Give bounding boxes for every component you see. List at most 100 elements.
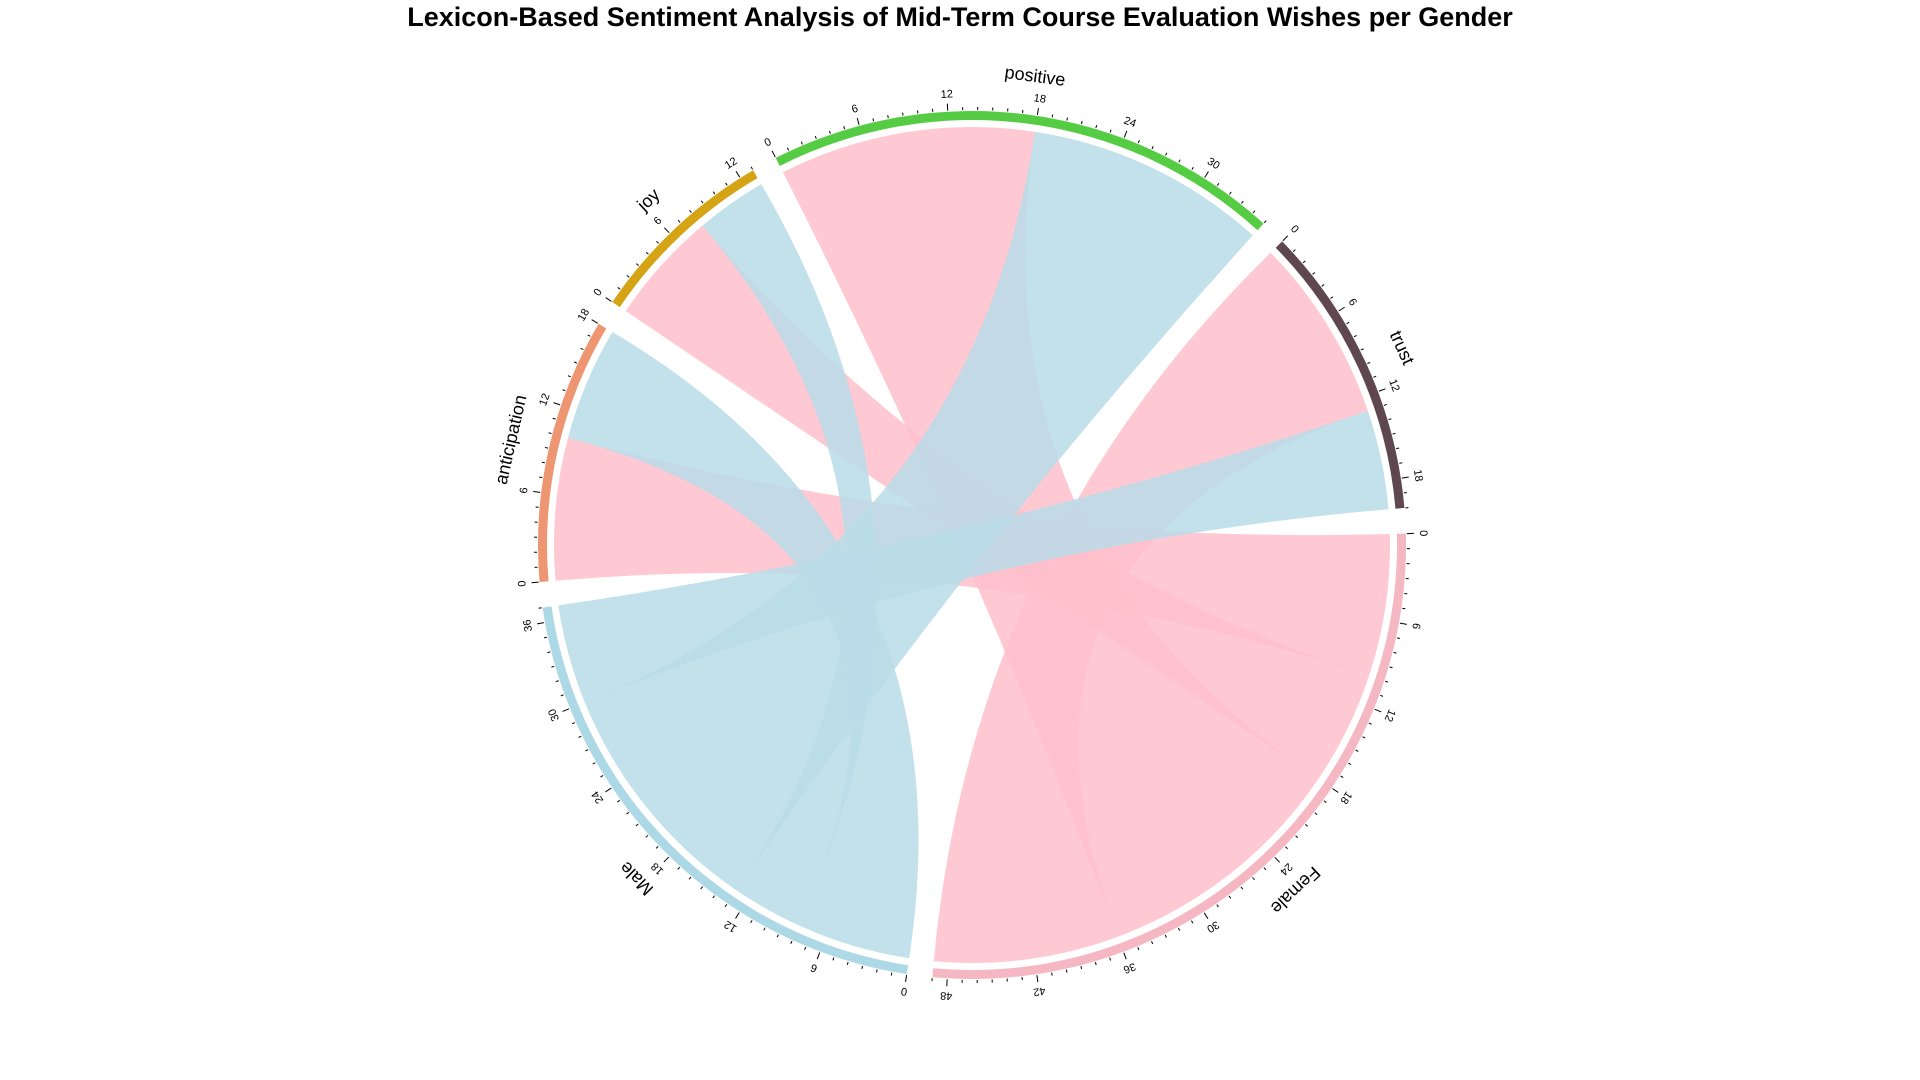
tick-male-4 — [846, 961, 849, 966]
tick-female-42 — [1036, 975, 1039, 983]
tick-male-8 — [790, 940, 793, 944]
tick-male-12 — [735, 912, 740, 919]
tick-female-34 — [1151, 941, 1154, 945]
sector-label-positive: positive — [1003, 62, 1066, 90]
tick-label-female-18: 18 — [1337, 789, 1354, 806]
tick-anticipation-10 — [548, 432, 552, 435]
tick-label-male-36: 36 — [521, 618, 535, 632]
tick-label-female-24: 24 — [1277, 860, 1294, 877]
tick-joy-9 — [700, 200, 704, 204]
tick-trust-16 — [1396, 447, 1400, 450]
tick-label-positive-6: 6 — [850, 103, 859, 116]
tick-trust-4 — [1321, 284, 1325, 287]
tick-label-male-6: 6 — [809, 961, 819, 974]
tick-trust-17 — [1399, 462, 1403, 464]
tick-positive-20 — [1066, 117, 1069, 121]
sector-label-trust: trust — [1386, 328, 1419, 368]
tick-male-20 — [645, 834, 649, 838]
tick-male-1 — [890, 972, 893, 976]
tick-female-15 — [1355, 749, 1359, 752]
tick-anticipation-11 — [552, 417, 556, 420]
tick-positive-18 — [1036, 107, 1039, 116]
tick-positive-23 — [1109, 129, 1112, 133]
tick-label-joy-0: 0 — [592, 287, 605, 299]
sector-bar-joy — [612, 170, 758, 308]
tick-joy-10 — [712, 191, 716, 195]
tick-female-18 — [1332, 788, 1339, 793]
tick-female-38 — [1094, 962, 1097, 966]
tick-male-0 — [905, 974, 908, 983]
tick-joy-5 — [656, 240, 659, 244]
tick-positive-31 — [1216, 182, 1220, 186]
tick-label-male-12: 12 — [722, 918, 739, 935]
tick-female-10 — [1384, 680, 1389, 683]
tick-anticipation-8 — [541, 461, 545, 464]
tick-male-11 — [750, 920, 753, 924]
tick-anticipation-18 — [591, 319, 598, 324]
tick-positive-26 — [1151, 146, 1154, 150]
tick-joy-11 — [725, 182, 728, 186]
tick-anticipation-0 — [531, 581, 539, 584]
tick-label-trust-6: 6 — [1346, 297, 1359, 309]
tick-joy-2 — [626, 275, 630, 278]
tick-label-male-24: 24 — [589, 789, 606, 806]
tick-male-13 — [724, 904, 728, 908]
tick-label-anticipation-18: 18 — [576, 307, 593, 324]
tick-label-trust-18: 18 — [1411, 469, 1425, 483]
tick-male-16 — [688, 876, 692, 880]
tick-female-21 — [1305, 824, 1309, 827]
tick-male-29 — [571, 722, 576, 725]
tick-trust-10 — [1367, 361, 1371, 365]
tick-trust-11 — [1373, 375, 1377, 378]
tick-female-20 — [1314, 812, 1318, 815]
tick-anticipation-16 — [580, 347, 584, 351]
tick-female-24 — [1274, 856, 1281, 863]
tick-positive-29 — [1191, 166, 1194, 170]
tick-label-male-30: 30 — [546, 707, 562, 723]
tick-label-female-48: 48 — [940, 989, 953, 1002]
tick-positive-4 — [828, 130, 831, 134]
tick-anticipation-17 — [587, 334, 591, 337]
tick-male-35 — [543, 636, 548, 639]
tick-label-trust-12: 12 — [1386, 378, 1402, 394]
tick-label-positive-0: 0 — [763, 136, 774, 149]
tick-female-40 — [1065, 969, 1068, 973]
tick-label-anticipation-12: 12 — [537, 392, 552, 407]
tick-trust-15 — [1392, 432, 1396, 435]
tick-male-2 — [876, 969, 878, 973]
tick-positive-2 — [800, 141, 803, 145]
tick-trust-13 — [1383, 403, 1387, 406]
sector-label-male: Male — [616, 858, 658, 900]
tick-female-16 — [1348, 762, 1352, 766]
tick-anticipation-9 — [544, 446, 549, 449]
tick-female-11 — [1380, 694, 1384, 697]
tick-positive-32 — [1229, 191, 1232, 195]
tick-male-9 — [776, 934, 779, 938]
tick-joy-1 — [617, 287, 621, 290]
tick-label-female-0: 0 — [1417, 530, 1429, 536]
tick-positive-1 — [787, 147, 790, 151]
tick-male-14 — [712, 895, 715, 899]
tick-male-25 — [600, 775, 604, 778]
tick-male-22 — [626, 811, 630, 815]
tick-positive-7 — [872, 118, 875, 122]
tick-female-12 — [1374, 708, 1382, 713]
tick-male-28 — [578, 735, 582, 738]
tick-female-41 — [1051, 972, 1053, 976]
tick-trust-7 — [1346, 321, 1350, 325]
tick-joy-13 — [750, 166, 754, 170]
tick-positive-3 — [814, 135, 817, 139]
tick-male-34 — [547, 651, 551, 654]
tick-anticipation-14 — [567, 375, 572, 378]
sector-label-anticipation: anticipation — [491, 393, 531, 486]
tick-female-30 — [1203, 912, 1209, 920]
tick-female-33 — [1164, 934, 1167, 938]
tick-trust-0 — [1282, 235, 1289, 242]
tick-trust-9 — [1360, 348, 1364, 351]
tick-label-anticipation-0: 0 — [516, 580, 528, 587]
chart-title: Lexicon-Based Sentiment Analysis of Mid-… — [407, 2, 1513, 32]
tick-anticipation-6 — [533, 491, 541, 493]
sector-label-female: Female — [1267, 863, 1324, 919]
tick-joy-7 — [677, 219, 681, 223]
tick-positive-33 — [1240, 200, 1244, 204]
